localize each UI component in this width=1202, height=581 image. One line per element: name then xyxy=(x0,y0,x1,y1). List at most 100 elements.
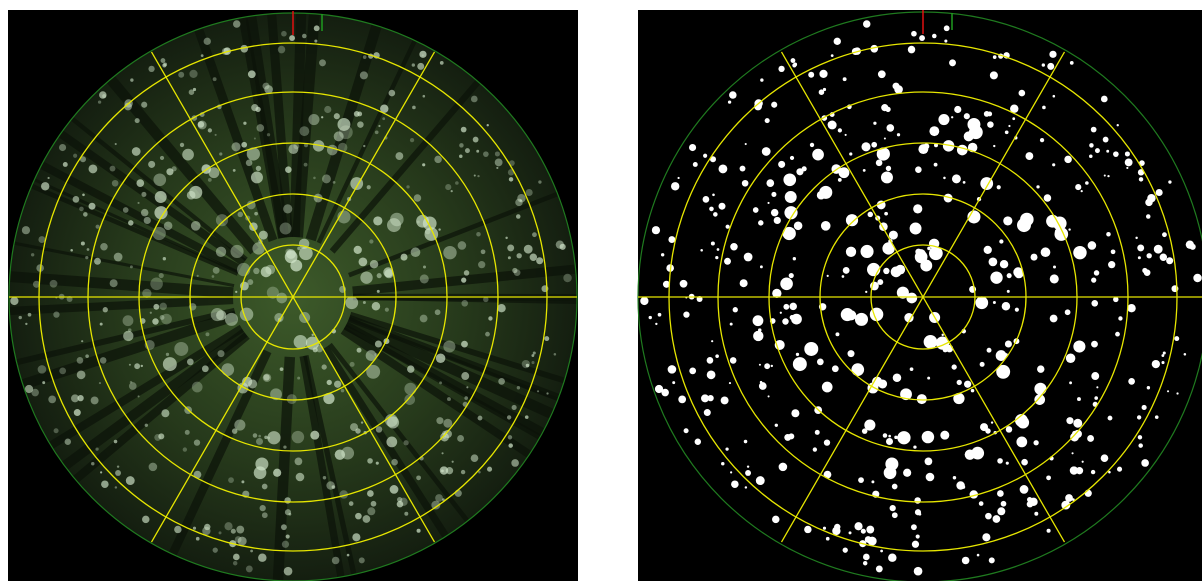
trunk xyxy=(340,326,545,467)
sky-gap xyxy=(831,365,839,373)
sky-gap xyxy=(359,71,368,80)
sky-gap xyxy=(128,363,131,366)
sky-gap xyxy=(76,357,84,364)
sky-gap xyxy=(94,257,101,265)
sky-gap xyxy=(247,70,256,79)
sky-gap xyxy=(211,275,215,278)
sky-gap xyxy=(285,166,292,173)
sky-gap xyxy=(53,311,60,318)
sky-gap xyxy=(286,394,297,405)
sky-gap xyxy=(896,286,909,299)
sky-gap xyxy=(915,248,922,255)
sky-gap xyxy=(302,33,307,39)
sky-gap xyxy=(299,246,313,261)
trunk xyxy=(289,13,307,238)
sky-gap xyxy=(459,154,463,159)
sky-gap xyxy=(795,352,800,357)
sky-gap xyxy=(1087,241,1097,250)
sky-gap xyxy=(875,565,883,573)
sky-gap xyxy=(476,231,481,237)
sky-gap xyxy=(713,212,718,217)
sky-gap xyxy=(788,272,794,279)
sky-gap xyxy=(334,449,346,460)
sky-gap xyxy=(283,445,287,449)
sky-gap xyxy=(773,216,781,225)
sky-gap xyxy=(95,447,99,451)
sky-gap xyxy=(350,423,359,432)
sky-gap xyxy=(91,461,95,466)
sky-gap xyxy=(837,128,842,133)
sky-gap xyxy=(363,144,366,148)
sky-gap xyxy=(407,365,415,373)
sky-gap xyxy=(1116,124,1119,127)
sky-gap xyxy=(1073,245,1087,260)
sky-gap xyxy=(1091,340,1098,348)
sky-gap xyxy=(193,439,201,446)
sky-gap xyxy=(114,142,117,146)
trunk xyxy=(60,332,250,494)
sky-gap xyxy=(758,220,764,226)
sky-gap xyxy=(72,196,80,203)
sky-gap xyxy=(953,392,965,405)
sky-gap xyxy=(888,553,897,562)
sky-gap xyxy=(470,95,478,103)
sky-gap xyxy=(796,168,804,176)
sky-gap xyxy=(827,120,837,130)
sky-gap xyxy=(657,312,662,317)
sky-gap xyxy=(159,315,165,320)
sky-gap xyxy=(383,267,394,278)
sky-gap xyxy=(186,358,194,366)
sky-gap xyxy=(517,194,526,203)
sky-gap xyxy=(1051,54,1054,57)
sky-gap xyxy=(159,302,167,311)
sky-gap xyxy=(100,471,103,474)
sky-gap xyxy=(903,468,912,477)
azimuth-line xyxy=(780,51,1066,543)
sky-gap xyxy=(1075,467,1084,475)
sky-gap xyxy=(313,176,316,180)
sky-gap xyxy=(1041,63,1045,67)
sky-gap xyxy=(727,100,732,104)
sky-gap xyxy=(819,69,828,78)
sky-gap xyxy=(150,277,163,291)
sky-gap xyxy=(422,163,426,167)
sky-gap xyxy=(245,159,253,167)
sky-gap xyxy=(667,365,677,374)
sky-gap xyxy=(270,388,282,401)
sky-gap xyxy=(702,196,710,203)
sky-gap xyxy=(1053,265,1056,269)
sky-gap xyxy=(373,216,383,226)
sky-gap xyxy=(189,69,198,78)
sky-gap xyxy=(1052,163,1056,167)
sky-gap xyxy=(789,302,797,311)
sky-gap xyxy=(1005,426,1013,433)
sky-gap xyxy=(767,395,770,398)
sky-gap xyxy=(207,128,212,133)
sky-gap xyxy=(303,162,308,167)
sky-gap xyxy=(1113,151,1119,157)
sky-gap xyxy=(355,512,362,520)
sky-gap xyxy=(480,249,486,255)
sky-gap xyxy=(439,466,449,475)
trunk xyxy=(9,295,234,316)
sky-gap xyxy=(532,232,537,238)
sky-gap xyxy=(826,274,829,277)
sky-gap xyxy=(507,169,515,176)
sky-gap xyxy=(436,417,444,425)
sky-gap xyxy=(808,71,815,78)
sky-gap xyxy=(1081,460,1084,463)
sky-gap xyxy=(1137,169,1145,176)
sky-gap xyxy=(82,193,85,197)
sky-gap xyxy=(920,259,933,272)
sky-gap xyxy=(988,557,995,564)
sky-gap xyxy=(531,354,535,357)
sky-gap xyxy=(252,242,265,255)
sky-gap xyxy=(1006,289,1010,293)
sky-gap xyxy=(956,379,962,386)
sky-gap xyxy=(264,85,273,94)
trunk xyxy=(25,153,242,273)
sky-gap xyxy=(728,382,732,385)
sky-gap xyxy=(70,248,73,252)
azimuth-line xyxy=(150,51,436,543)
sky-gap xyxy=(752,315,764,327)
